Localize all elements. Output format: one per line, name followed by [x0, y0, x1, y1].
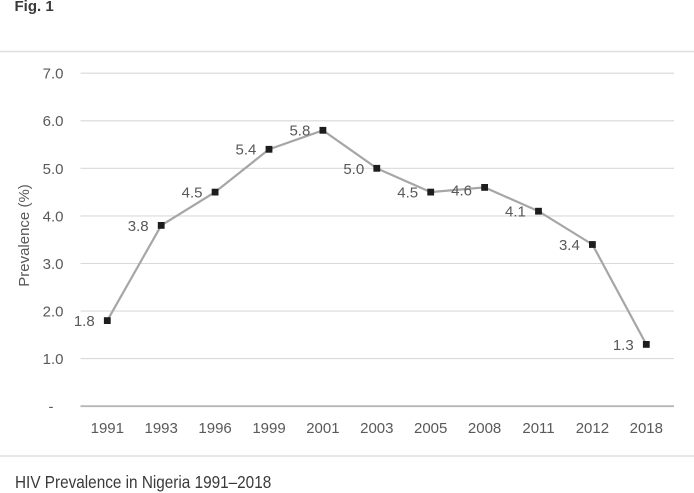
svg-text:3.8: 3.8	[128, 218, 149, 235]
svg-text:2018: 2018	[630, 420, 663, 437]
svg-text:6.0: 6.0	[43, 113, 64, 130]
svg-text:7.0: 7.0	[43, 66, 64, 83]
svg-text:Prevalence (%): Prevalence (%)	[16, 184, 33, 287]
svg-text:4.5: 4.5	[182, 185, 203, 202]
svg-text:2001: 2001	[306, 420, 339, 437]
svg-text:1.8: 1.8	[74, 313, 95, 330]
svg-text:1.3: 1.3	[613, 337, 634, 354]
svg-text:5.8: 5.8	[289, 123, 310, 140]
svg-text:4.0: 4.0	[43, 208, 64, 225]
svg-text:2012: 2012	[576, 420, 609, 437]
svg-text:3.4: 3.4	[559, 237, 580, 254]
svg-text:2005: 2005	[414, 420, 447, 437]
svg-text:1999: 1999	[252, 420, 285, 437]
svg-text:1.0: 1.0	[43, 351, 64, 368]
svg-text:2008: 2008	[468, 420, 501, 437]
svg-text:5.0: 5.0	[43, 161, 64, 178]
svg-text:4.1: 4.1	[505, 204, 526, 221]
svg-text:1996: 1996	[198, 420, 231, 437]
svg-text:5.4: 5.4	[236, 142, 257, 159]
svg-text:2003: 2003	[360, 420, 393, 437]
svg-text:1993: 1993	[145, 420, 178, 437]
svg-text:2.0: 2.0	[43, 304, 64, 321]
svg-text:3.0: 3.0	[43, 256, 64, 273]
svg-text:4.6: 4.6	[451, 182, 472, 199]
svg-text:5.0: 5.0	[343, 161, 364, 178]
svg-text:4.5: 4.5	[397, 185, 418, 202]
svg-text:-: -	[49, 398, 54, 415]
svg-text:2011: 2011	[522, 420, 554, 437]
svg-text:1991: 1991	[91, 420, 124, 437]
